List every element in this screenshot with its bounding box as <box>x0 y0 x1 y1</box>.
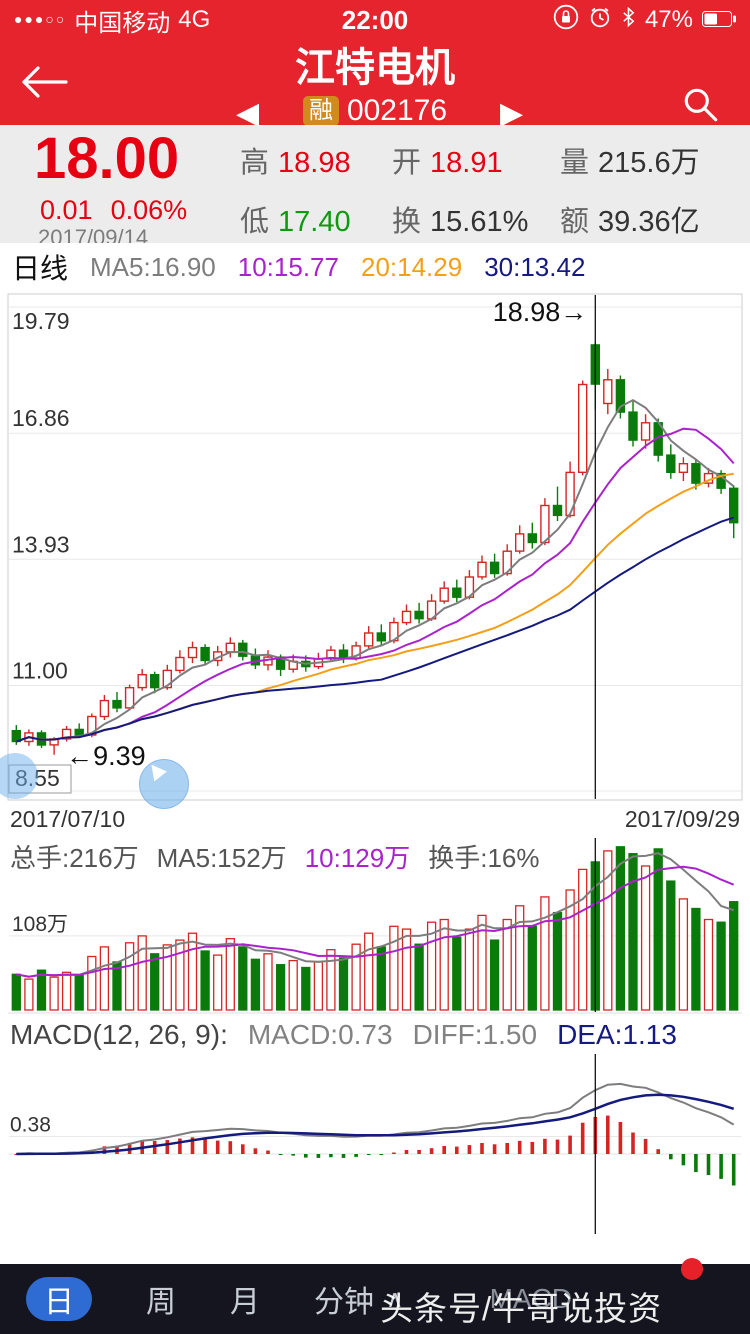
macd-params: MACD(12, 26, 9): <box>10 1019 228 1050</box>
tab-month[interactable]: 月 <box>230 1286 260 1319</box>
svg-text:18.98→: 18.98→ <box>493 297 588 327</box>
ma10-value: 10:15.77 <box>237 251 339 282</box>
status-bar: ●●●○○ 中国移动 4G 22:00 47% <box>0 0 750 40</box>
orientation-lock-icon <box>553 4 579 37</box>
touch-indicator <box>139 759 189 809</box>
svg-text:11.00: 11.00 <box>12 658 68 684</box>
quote-field-low: 低 17.40 <box>240 206 351 238</box>
stock-code: 002176 <box>346 94 448 127</box>
quote-field-volume: 量 215.6万 <box>560 147 700 179</box>
svg-text:←9.39: ←9.39 <box>66 741 146 771</box>
tab-week[interactable]: 周 <box>146 1286 176 1319</box>
x-axis-end-date: 2017/09/29 <box>624 806 740 832</box>
watermark: 头条号/牛哥说投资 <box>380 1290 663 1327</box>
quote-field-high: 高 18.98 <box>240 147 351 179</box>
macd-legend: MACD(12, 26, 9): MACD:0.73 DIFF:1.50 DEA… <box>0 1016 750 1054</box>
battery-icon <box>702 6 736 34</box>
carrier-label: 中国移动 <box>74 9 171 37</box>
kline-legend: 日线 MA5:16.90 10:15.77 20:14.29 30:13.42 <box>0 243 750 291</box>
touch-indicator-secondary <box>0 753 38 799</box>
period-label: 日线 <box>12 253 69 284</box>
quote-field-open: 开 18.91 <box>392 147 503 179</box>
tab-day[interactable]: 日 <box>26 1277 92 1321</box>
ma5-value: MA5:16.90 <box>90 251 216 282</box>
last-price: 18.00 <box>34 126 180 191</box>
svg-text:16.86: 16.86 <box>12 405 70 431</box>
diff-value: DIFF:1.50 <box>412 1019 538 1050</box>
ma20-value: 20:14.29 <box>360 251 463 282</box>
x-axis-start-date: 2017/07/10 <box>10 806 126 832</box>
prev-stock-button[interactable]: ◀ <box>236 97 260 130</box>
stock-title: 江特电机 <box>295 46 455 90</box>
ma30-value: 30:13.42 <box>484 251 586 282</box>
x-axis: 2017/07/10 2017/09/29 <box>0 803 750 836</box>
macd-value: MACD:0.73 <box>247 1019 393 1050</box>
change-value: 0.01 <box>40 195 93 225</box>
bluetooth-icon <box>621 6 636 35</box>
quote-field-amount: 额 39.36亿 <box>560 206 700 238</box>
back-button[interactable] <box>18 64 70 105</box>
quote-grid: 高 18.98 开 18.91 量 215.6万 低 17.40 换 15.61% 额 39… <box>240 139 745 240</box>
signal-strength-icon: ●●●○○ <box>14 11 67 27</box>
margin-trading-badge: 融 <box>302 96 339 126</box>
volume-legend: 总手:216万 MA5:152万 10:129万 换手:16% <box>10 838 548 875</box>
network-type-label: 4G <box>178 6 211 33</box>
svg-text:13.93: 13.93 <box>12 531 70 557</box>
macd-chart[interactable]: 0.38 <box>0 1054 750 1264</box>
svg-text:19.79: 19.79 <box>12 308 70 334</box>
price-change: 0.01 0.06% <box>40 195 187 226</box>
battery-percentage: 47% <box>644 6 693 33</box>
quote-field-turnover: 换 15.61% <box>392 206 529 238</box>
search-icon[interactable] <box>680 84 722 131</box>
tab-minute[interactable]: 分钟 <box>314 1286 374 1319</box>
alarm-icon <box>588 5 612 36</box>
notification-dot <box>681 1258 703 1280</box>
volume-turnover: 换手:16% <box>428 843 540 873</box>
period-tab-bar: 日 周 月 分钟 ∧ MACD <box>0 1264 750 1334</box>
tab-macd[interactable]: MACD <box>489 1283 573 1314</box>
next-stock-button[interactable]: ▶ <box>500 97 524 130</box>
chevron-up-icon[interactable]: ∧ <box>386 1285 404 1313</box>
volume-chart[interactable]: 108万 <box>0 836 750 1016</box>
volume-ma10: 10:129万 <box>304 843 411 873</box>
svg-text:108万: 108万 <box>12 913 68 936</box>
volume-total: 总手:216万 <box>10 843 139 873</box>
quote-panel: 18.00 0.01 0.06% 2017/09/14 高 18.98 开 18.9… <box>0 125 750 250</box>
nav-bar: ◀ 江特电机 融 002176 ▶ <box>0 40 750 130</box>
volume-ma5: MA5:152万 <box>156 843 287 873</box>
change-percent: 0.06% <box>110 195 188 225</box>
svg-text:0.38: 0.38 <box>10 1114 51 1137</box>
dea-value: DEA:1.13 <box>557 1019 677 1050</box>
